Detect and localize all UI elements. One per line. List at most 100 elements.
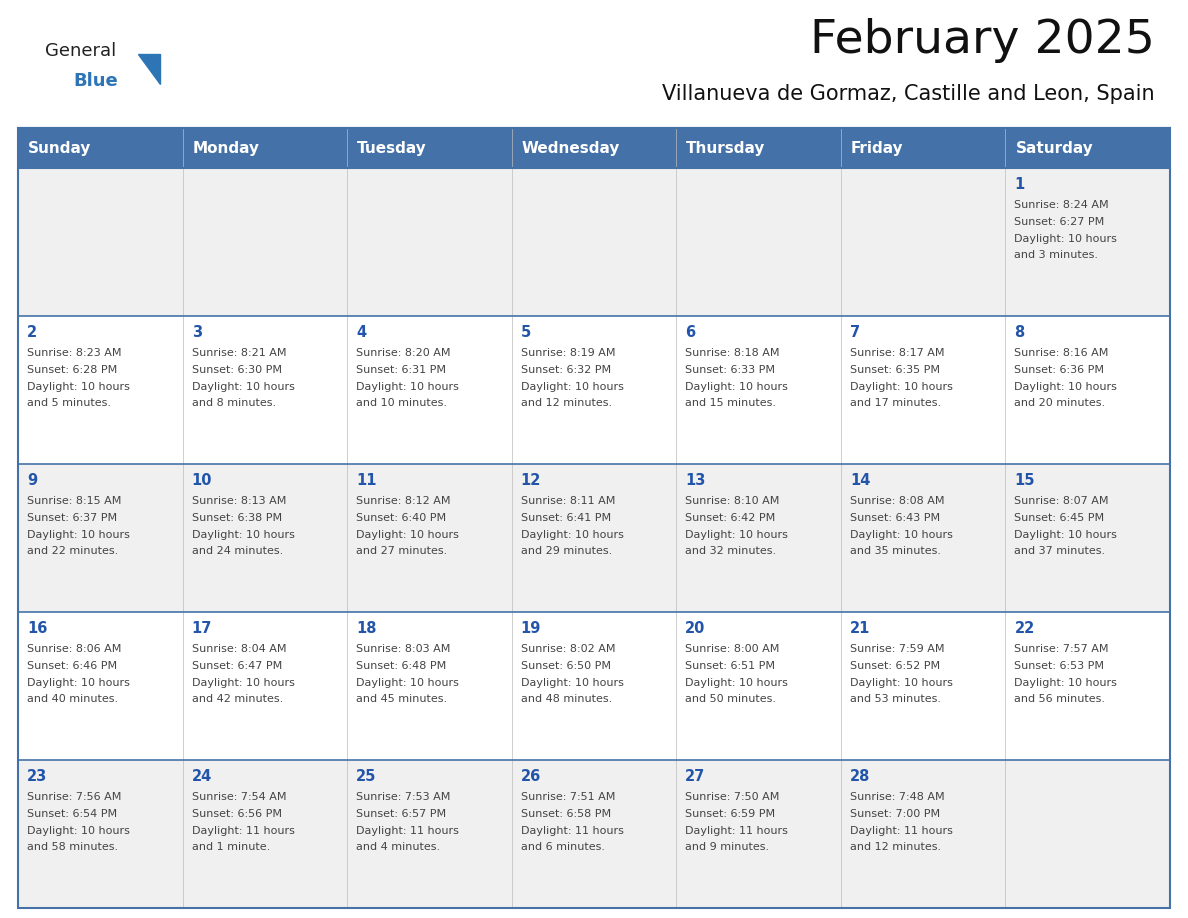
Text: Sunrise: 8:10 AM: Sunrise: 8:10 AM — [685, 496, 779, 506]
Text: Sunset: 6:50 PM: Sunset: 6:50 PM — [520, 661, 611, 671]
Text: Daylight: 11 hours: Daylight: 11 hours — [849, 825, 953, 835]
Text: Sunset: 6:59 PM: Sunset: 6:59 PM — [685, 809, 776, 819]
Text: Sunset: 6:33 PM: Sunset: 6:33 PM — [685, 364, 776, 375]
Text: Sunset: 6:28 PM: Sunset: 6:28 PM — [27, 364, 118, 375]
Text: and 8 minutes.: and 8 minutes. — [191, 398, 276, 409]
Text: Daylight: 10 hours: Daylight: 10 hours — [27, 825, 129, 835]
Text: and 12 minutes.: and 12 minutes. — [849, 843, 941, 853]
Text: Sunrise: 7:54 AM: Sunrise: 7:54 AM — [191, 792, 286, 802]
Text: and 32 minutes.: and 32 minutes. — [685, 546, 777, 556]
Text: Daylight: 10 hours: Daylight: 10 hours — [191, 677, 295, 688]
Text: Daylight: 10 hours: Daylight: 10 hours — [520, 382, 624, 392]
Text: and 40 minutes.: and 40 minutes. — [27, 694, 118, 704]
Text: 27: 27 — [685, 769, 706, 784]
Text: Sunrise: 8:00 AM: Sunrise: 8:00 AM — [685, 644, 779, 654]
Text: Tuesday: Tuesday — [358, 140, 426, 155]
Text: Sunset: 6:42 PM: Sunset: 6:42 PM — [685, 513, 776, 522]
Text: General: General — [45, 42, 116, 60]
Text: Sunrise: 7:53 AM: Sunrise: 7:53 AM — [356, 792, 450, 802]
Text: 19: 19 — [520, 621, 541, 636]
Text: 18: 18 — [356, 621, 377, 636]
Text: Sunrise: 8:23 AM: Sunrise: 8:23 AM — [27, 348, 121, 358]
Text: Sunday: Sunday — [29, 140, 91, 155]
Text: February 2025: February 2025 — [810, 18, 1155, 63]
Text: 26: 26 — [520, 769, 541, 784]
Text: Sunrise: 7:57 AM: Sunrise: 7:57 AM — [1015, 644, 1108, 654]
Text: Sunset: 6:48 PM: Sunset: 6:48 PM — [356, 661, 447, 671]
Text: 21: 21 — [849, 621, 871, 636]
Text: Sunset: 6:40 PM: Sunset: 6:40 PM — [356, 513, 447, 522]
Text: and 29 minutes.: and 29 minutes. — [520, 546, 612, 556]
Text: and 24 minutes.: and 24 minutes. — [191, 546, 283, 556]
Text: Thursday: Thursday — [687, 140, 765, 155]
Text: Sunrise: 8:20 AM: Sunrise: 8:20 AM — [356, 348, 450, 358]
Text: Sunrise: 8:15 AM: Sunrise: 8:15 AM — [27, 496, 121, 506]
Text: 1: 1 — [1015, 177, 1025, 192]
Text: Sunset: 6:45 PM: Sunset: 6:45 PM — [1015, 513, 1105, 522]
Polygon shape — [138, 54, 160, 84]
Text: Sunset: 6:41 PM: Sunset: 6:41 PM — [520, 513, 611, 522]
Bar — [18, 128, 1170, 168]
Text: 23: 23 — [27, 769, 48, 784]
Text: 14: 14 — [849, 473, 871, 488]
Text: Daylight: 11 hours: Daylight: 11 hours — [520, 825, 624, 835]
Text: Sunset: 6:37 PM: Sunset: 6:37 PM — [27, 513, 118, 522]
Text: 28: 28 — [849, 769, 871, 784]
Text: Sunrise: 7:50 AM: Sunrise: 7:50 AM — [685, 792, 779, 802]
Text: 6: 6 — [685, 325, 695, 340]
Text: and 45 minutes.: and 45 minutes. — [356, 694, 447, 704]
Text: Sunset: 6:56 PM: Sunset: 6:56 PM — [191, 809, 282, 819]
Text: Daylight: 10 hours: Daylight: 10 hours — [356, 382, 459, 392]
Text: 17: 17 — [191, 621, 211, 636]
Text: 7: 7 — [849, 325, 860, 340]
Text: Sunrise: 8:07 AM: Sunrise: 8:07 AM — [1015, 496, 1108, 506]
Text: Daylight: 10 hours: Daylight: 10 hours — [1015, 677, 1117, 688]
Text: Daylight: 10 hours: Daylight: 10 hours — [849, 530, 953, 540]
Text: Daylight: 10 hours: Daylight: 10 hours — [520, 677, 624, 688]
Text: and 20 minutes.: and 20 minutes. — [1015, 398, 1106, 409]
Text: and 58 minutes.: and 58 minutes. — [27, 843, 118, 853]
Text: and 48 minutes.: and 48 minutes. — [520, 694, 612, 704]
Text: and 22 minutes.: and 22 minutes. — [27, 546, 119, 556]
Text: Sunrise: 7:56 AM: Sunrise: 7:56 AM — [27, 792, 121, 802]
Text: Sunset: 6:32 PM: Sunset: 6:32 PM — [520, 364, 611, 375]
Text: Daylight: 10 hours: Daylight: 10 hours — [191, 530, 295, 540]
Text: Sunset: 6:58 PM: Sunset: 6:58 PM — [520, 809, 611, 819]
Text: Sunrise: 8:02 AM: Sunrise: 8:02 AM — [520, 644, 615, 654]
Text: Daylight: 10 hours: Daylight: 10 hours — [356, 677, 459, 688]
Text: Wednesday: Wednesday — [522, 140, 620, 155]
Text: Daylight: 10 hours: Daylight: 10 hours — [27, 530, 129, 540]
Text: and 50 minutes.: and 50 minutes. — [685, 694, 776, 704]
Text: 9: 9 — [27, 473, 37, 488]
Text: and 3 minutes.: and 3 minutes. — [1015, 251, 1099, 261]
Text: Sunrise: 8:17 AM: Sunrise: 8:17 AM — [849, 348, 944, 358]
Text: Sunset: 6:46 PM: Sunset: 6:46 PM — [27, 661, 118, 671]
Text: 2: 2 — [27, 325, 37, 340]
Text: 3: 3 — [191, 325, 202, 340]
Text: 16: 16 — [27, 621, 48, 636]
Bar — [18, 464, 1170, 612]
Bar — [18, 128, 1170, 908]
Text: Sunset: 6:53 PM: Sunset: 6:53 PM — [1015, 661, 1105, 671]
Text: Blue: Blue — [72, 72, 118, 90]
Text: Daylight: 10 hours: Daylight: 10 hours — [849, 382, 953, 392]
Text: and 42 minutes.: and 42 minutes. — [191, 694, 283, 704]
Text: Daylight: 10 hours: Daylight: 10 hours — [685, 530, 788, 540]
Text: and 17 minutes.: and 17 minutes. — [849, 398, 941, 409]
Text: 20: 20 — [685, 621, 706, 636]
Text: Sunset: 6:54 PM: Sunset: 6:54 PM — [27, 809, 118, 819]
Bar — [18, 316, 1170, 464]
Text: Saturday: Saturday — [1016, 140, 1093, 155]
Text: Sunset: 6:30 PM: Sunset: 6:30 PM — [191, 364, 282, 375]
Text: and 5 minutes.: and 5 minutes. — [27, 398, 110, 409]
Text: Daylight: 10 hours: Daylight: 10 hours — [849, 677, 953, 688]
Text: Daylight: 11 hours: Daylight: 11 hours — [191, 825, 295, 835]
Text: Sunset: 6:31 PM: Sunset: 6:31 PM — [356, 364, 447, 375]
Text: Sunrise: 8:12 AM: Sunrise: 8:12 AM — [356, 496, 450, 506]
Text: Sunrise: 8:03 AM: Sunrise: 8:03 AM — [356, 644, 450, 654]
Text: Daylight: 10 hours: Daylight: 10 hours — [685, 382, 788, 392]
Text: Sunrise: 8:24 AM: Sunrise: 8:24 AM — [1015, 200, 1110, 210]
Text: Sunrise: 8:08 AM: Sunrise: 8:08 AM — [849, 496, 944, 506]
Text: Sunset: 6:43 PM: Sunset: 6:43 PM — [849, 513, 940, 522]
Text: Daylight: 10 hours: Daylight: 10 hours — [685, 677, 788, 688]
